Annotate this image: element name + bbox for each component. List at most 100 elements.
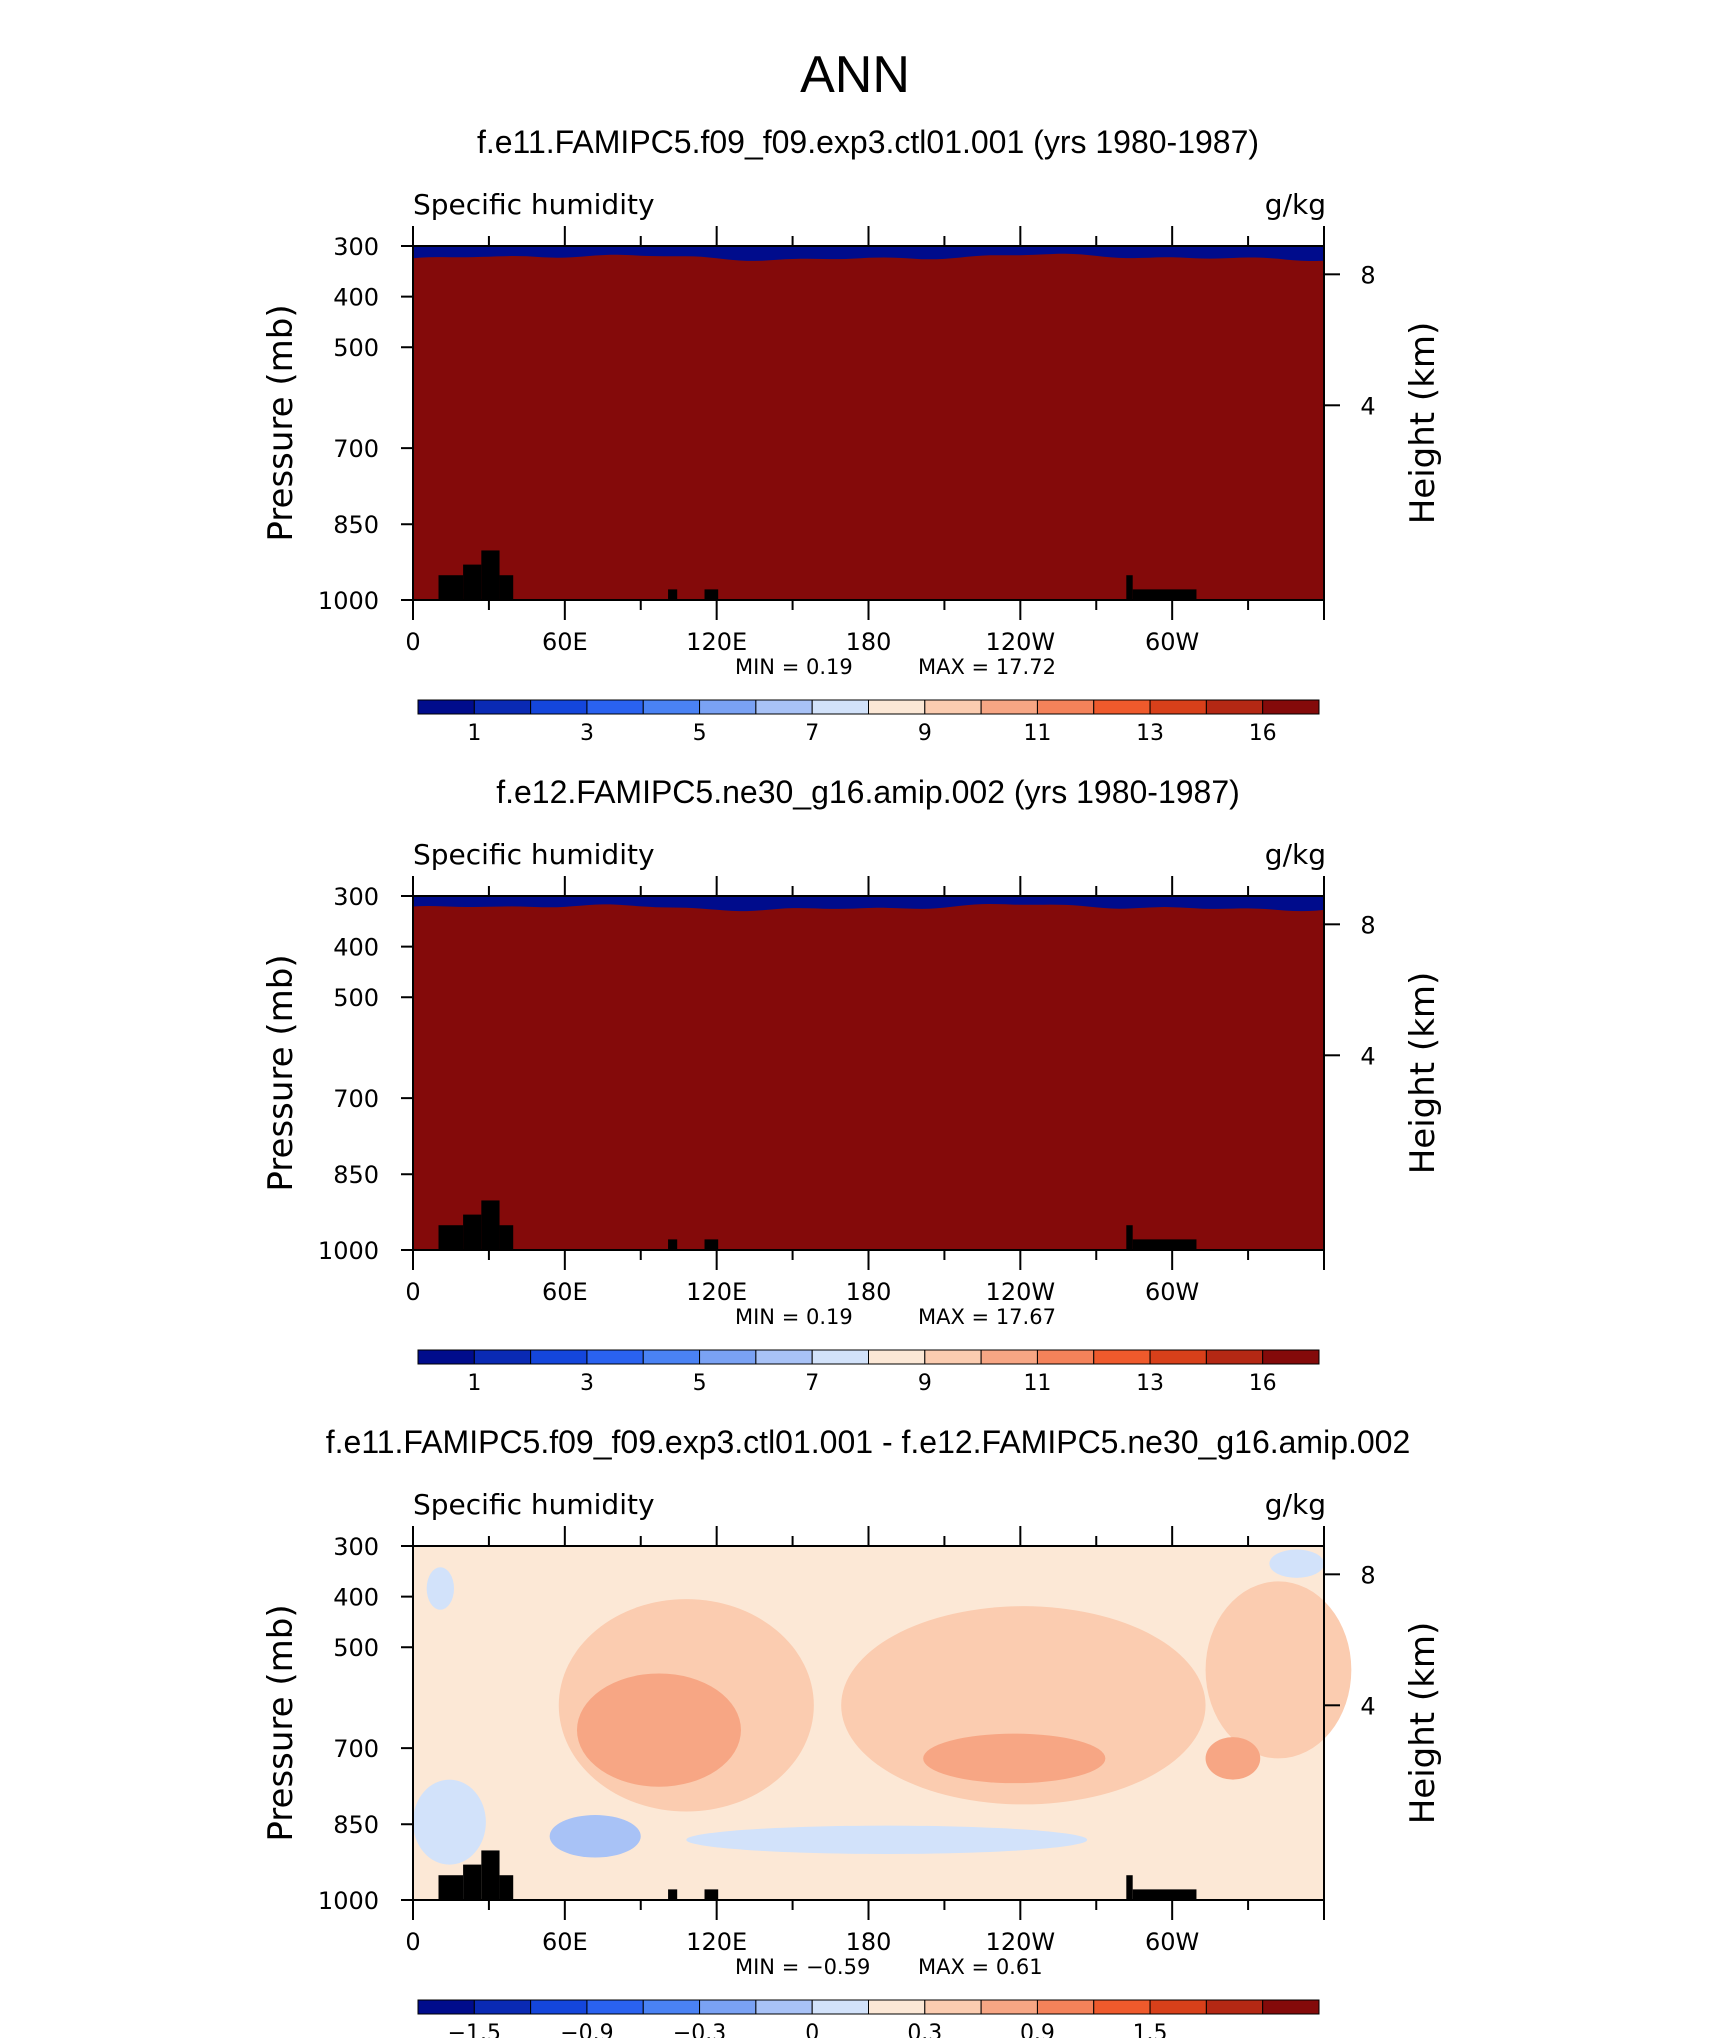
x-tick-label: 0 — [405, 628, 420, 656]
y2-tick-label: 8 — [1360, 261, 1375, 289]
colorbar-swatch — [1262, 1999, 1320, 2015]
colorbar-swatch — [586, 1999, 644, 2015]
min-text: MIN = 0.19 — [735, 1305, 853, 1329]
y-tick-label: 1000 — [318, 1887, 379, 1915]
colorbar-label: 9 — [918, 1371, 932, 1396]
max-text: MAX = 17.67 — [918, 1305, 1056, 1329]
colorbar-swatch — [924, 1999, 982, 2015]
colorbar-swatch — [924, 1349, 982, 1365]
panel-3: f.e11.FAMIPC5.f09_f09.exp3.ctl01.001 - f… — [261, 1424, 1443, 2038]
x-tick-label: 60E — [542, 1278, 588, 1306]
colorbar-label: 1 — [467, 721, 481, 746]
y2-tick-label: 8 — [1360, 1561, 1375, 1589]
colorbar-label: −0.9 — [560, 2021, 613, 2038]
y2-tick-label: 4 — [1360, 1692, 1375, 1720]
topography-mask — [499, 1225, 514, 1250]
colorbar-swatch — [473, 1349, 532, 1365]
colorbar-label: 16 — [1249, 1371, 1277, 1396]
colorbar-swatch — [1093, 699, 1151, 715]
y-tick-label: 850 — [333, 1811, 379, 1839]
colorbar-swatch — [755, 699, 813, 715]
colorbar-swatch — [811, 1999, 869, 2015]
panel-1: f.e11.FAMIPC5.f09_f09.exp3.ctl01.001 (yr… — [261, 124, 1443, 746]
contour-band — [549, 1815, 641, 1858]
topography-mask — [1132, 589, 1197, 600]
colorbar-label: 5 — [693, 1371, 707, 1396]
contour-band — [686, 1825, 1088, 1854]
colorbar: 1 3 5 7 9 11 13 16 — [417, 699, 1320, 746]
y-tick-label: 1000 — [318, 1237, 379, 1265]
contour-band — [426, 1567, 454, 1610]
colorbar-label: 9 — [918, 721, 932, 746]
y-axis-label: Pressure (mb) — [261, 304, 301, 541]
topography-mask — [463, 564, 482, 600]
colorbar-swatch — [642, 1999, 701, 2015]
panel-title: f.e12.FAMIPC5.ne30_g16.amip.002 (yrs 198… — [496, 774, 1240, 810]
y-tick-label: 300 — [333, 1533, 379, 1561]
x-tick-label: 60W — [1145, 628, 1199, 656]
y-tick-label: 700 — [333, 435, 379, 463]
colorbar: −1.5 −0.9 −0.3 0 0.3 0.9 1.5 — [417, 1999, 1320, 2038]
topography-mask — [704, 1889, 719, 1900]
y-tick-label: 500 — [333, 984, 379, 1012]
x-tick-label: 180 — [846, 1278, 892, 1306]
colorbar-label: 7 — [805, 721, 819, 746]
colorbar-swatch — [755, 1349, 813, 1365]
units-label: g/kg — [1265, 188, 1326, 221]
colorbar-swatch — [755, 1999, 813, 2015]
contour-band — [1269, 1549, 1325, 1578]
topography-mask — [1132, 1889, 1197, 1900]
colorbar-swatch — [530, 1999, 588, 2015]
y-tick-label: 700 — [333, 1085, 379, 1113]
topography-mask — [438, 1225, 464, 1250]
colorbar-swatch — [642, 699, 701, 715]
topography-mask — [1126, 1225, 1133, 1250]
colorbar-swatch — [868, 1999, 926, 2015]
y-tick-label: 700 — [333, 1735, 379, 1763]
max-text: MAX = 0.61 — [918, 1955, 1043, 1979]
colorbar-swatch — [1149, 699, 1207, 715]
colorbar-swatch — [1262, 699, 1320, 715]
topography-mask — [438, 575, 464, 600]
colorbar-swatch — [980, 699, 1038, 715]
colorbar-swatch — [924, 699, 982, 715]
x-tick-label: 120W — [986, 628, 1056, 656]
colorbar: 1 3 5 7 9 11 13 16 — [417, 1349, 1320, 1396]
topography-mask — [704, 1239, 719, 1250]
topography-mask — [668, 1239, 678, 1250]
contour-band — [413, 904, 1324, 1250]
x-tick-label: 60W — [1145, 1278, 1199, 1306]
y-tick-label: 400 — [333, 284, 379, 312]
variable-label: Specific humidity — [413, 188, 655, 221]
y-tick-label: 500 — [333, 334, 379, 362]
colorbar-label: 13 — [1136, 721, 1164, 746]
colorbar-swatch — [699, 1999, 757, 2015]
y2-tick-label: 4 — [1360, 392, 1375, 420]
x-tick-label: 120W — [986, 1278, 1056, 1306]
topography-mask — [499, 575, 514, 600]
colorbar-label: 0 — [805, 2021, 819, 2038]
colorbar-swatch — [1205, 699, 1264, 715]
colorbar-swatch — [1149, 1349, 1207, 1365]
figure-title: ANN — [800, 46, 910, 104]
field — [413, 246, 1324, 601]
topography-mask — [438, 1875, 464, 1900]
colorbar-swatch — [1036, 699, 1095, 715]
colorbar-swatch — [868, 1349, 926, 1365]
contour-band — [413, 1779, 486, 1865]
topography-mask — [668, 1889, 678, 1900]
colorbar-swatch — [1093, 1349, 1151, 1365]
x-tick-label: 180 — [846, 1928, 892, 1956]
field — [413, 1546, 1352, 1900]
y2-axis-label: Height (km) — [1403, 1622, 1443, 1825]
contour-band — [413, 253, 1324, 601]
colorbar-swatch — [811, 699, 869, 715]
y-tick-label: 850 — [333, 511, 379, 539]
colorbar-swatch — [417, 1999, 475, 2015]
x-tick-label: 0 — [405, 1928, 420, 1956]
colorbar-label: 11 — [1023, 721, 1051, 746]
panel-title: f.e11.FAMIPC5.f09_f09.exp3.ctl01.001 (yr… — [477, 124, 1259, 160]
topography-mask — [704, 589, 719, 600]
colorbar-label: 1.5 — [1133, 2021, 1168, 2038]
